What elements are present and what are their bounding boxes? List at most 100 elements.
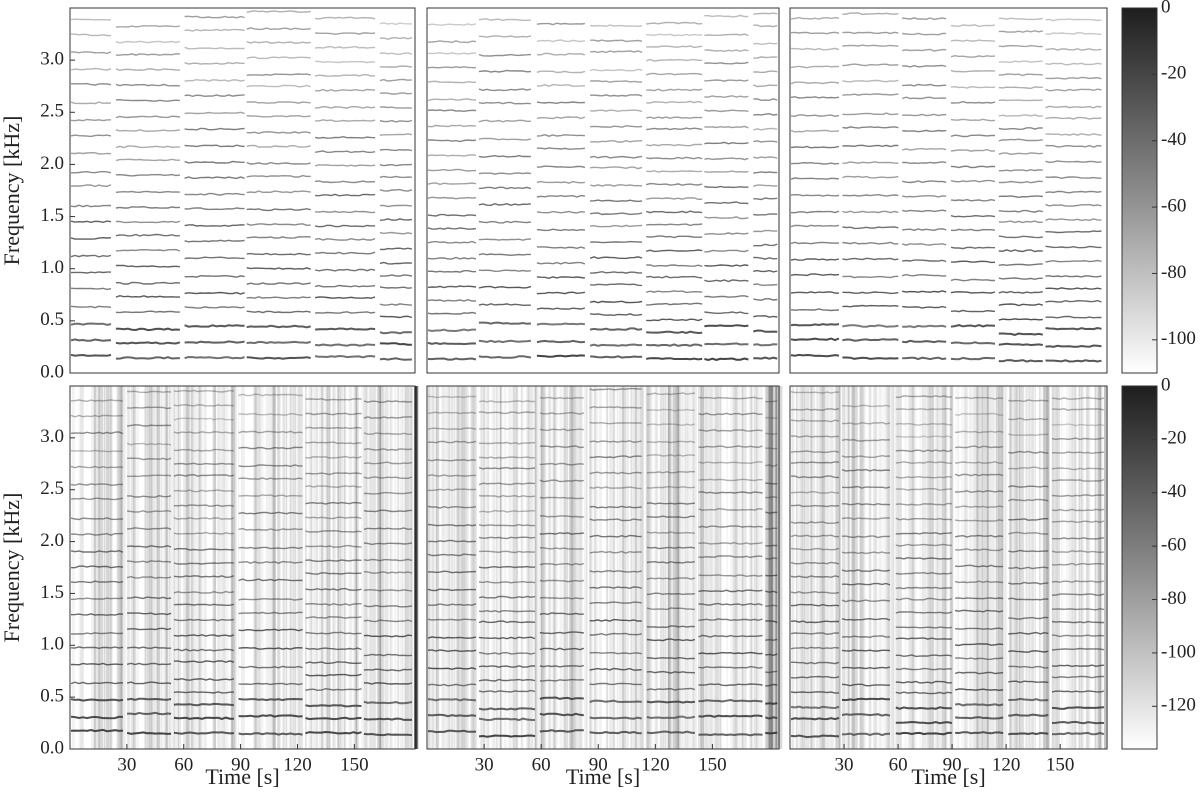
harmonic-trace bbox=[790, 161, 840, 165]
noise-band bbox=[447, 386, 450, 749]
harmonic-trace bbox=[363, 700, 413, 705]
harmonic-trace bbox=[427, 649, 477, 653]
harmonic-trace bbox=[70, 549, 124, 553]
harmonic-trace bbox=[590, 94, 643, 97]
harmonic-trace bbox=[539, 532, 584, 535]
harmonic-trace bbox=[790, 391, 840, 394]
harmonic-trace bbox=[704, 216, 749, 220]
harmonic-trace bbox=[478, 636, 536, 640]
noise-band bbox=[130, 386, 134, 749]
harmonic-trace bbox=[184, 224, 245, 227]
harmonic-trace bbox=[902, 209, 947, 213]
noise-band bbox=[1080, 386, 1084, 749]
harmonic-trace bbox=[704, 201, 749, 205]
harmonic-trace bbox=[1008, 680, 1049, 684]
harmonic-trace bbox=[1045, 176, 1102, 180]
noise-band bbox=[434, 386, 438, 749]
noise-band bbox=[734, 386, 738, 749]
noise-band bbox=[895, 386, 897, 749]
noise-band bbox=[311, 386, 315, 749]
harmonic-trace bbox=[315, 16, 376, 20]
harmonic-trace bbox=[753, 42, 778, 46]
harmonic-trace bbox=[478, 101, 531, 105]
harmonic-trace bbox=[427, 196, 477, 200]
noise-band bbox=[413, 386, 418, 749]
harmonic-trace bbox=[379, 106, 412, 109]
y-tick-label: 0.0 bbox=[40, 737, 64, 758]
noise-band bbox=[397, 386, 400, 749]
harmonic-trace bbox=[765, 731, 778, 735]
harmonic-trace bbox=[478, 717, 536, 722]
harmonic-trace bbox=[363, 461, 413, 465]
noise-band bbox=[930, 386, 935, 749]
harmonic-trace bbox=[127, 627, 172, 631]
y-tick-label: 0.0 bbox=[40, 361, 64, 382]
noise-band bbox=[368, 386, 373, 749]
harmonic-trace bbox=[842, 79, 899, 83]
harmonic-trace bbox=[238, 494, 303, 498]
harmonic-trace bbox=[246, 161, 311, 165]
harmonic-trace bbox=[173, 489, 235, 493]
noise-band bbox=[667, 386, 672, 749]
harmonic-trace bbox=[698, 396, 763, 400]
harmonic-trace bbox=[173, 648, 235, 652]
harmonic-trace bbox=[1008, 566, 1049, 570]
noise-band bbox=[397, 386, 399, 749]
colorbar-tick-label: -60 bbox=[1161, 195, 1186, 216]
noise-band bbox=[268, 386, 270, 749]
harmonic-trace bbox=[589, 651, 642, 655]
harmonic-trace bbox=[246, 190, 311, 194]
noise-band bbox=[1018, 386, 1022, 749]
harmonic-trace bbox=[704, 33, 749, 37]
noise-band bbox=[117, 386, 122, 749]
noise-band bbox=[1003, 386, 1006, 749]
x-tick-label: 30 bbox=[117, 754, 136, 775]
noise-band bbox=[634, 386, 638, 749]
harmonic-trace bbox=[173, 575, 235, 579]
harmonic-trace bbox=[753, 356, 778, 360]
noise-band bbox=[1104, 386, 1108, 749]
harmonic-trace bbox=[70, 67, 112, 71]
harmonic-trace bbox=[70, 51, 112, 55]
harmonic-trace bbox=[427, 80, 477, 84]
harmonic-trace bbox=[842, 241, 899, 245]
harmonic-trace bbox=[1008, 518, 1049, 521]
harmonic-trace bbox=[127, 509, 172, 513]
harmonic-trace bbox=[765, 447, 778, 450]
harmonic-trace bbox=[427, 440, 477, 444]
harmonic-trace bbox=[646, 72, 703, 76]
harmonic-trace bbox=[842, 126, 899, 129]
noise-band bbox=[404, 386, 407, 749]
harmonic-trace bbox=[379, 357, 412, 361]
harmonic-trace bbox=[246, 223, 311, 227]
harmonic-trace bbox=[950, 85, 996, 89]
harmonic-trace bbox=[698, 445, 763, 449]
harmonic-trace bbox=[314, 135, 376, 139]
noise-band bbox=[133, 386, 136, 749]
harmonic-trace bbox=[478, 494, 536, 498]
harmonic-trace bbox=[305, 631, 362, 635]
harmonic-trace bbox=[998, 277, 1043, 281]
harmonic-trace bbox=[173, 404, 234, 407]
harmonic-trace bbox=[950, 228, 996, 232]
harmonic-trace bbox=[315, 105, 376, 109]
harmonic-trace bbox=[646, 470, 695, 474]
noise-band bbox=[745, 386, 747, 749]
harmonic-trace bbox=[954, 688, 1004, 692]
harmonic-trace bbox=[765, 574, 778, 577]
noise-band bbox=[564, 386, 567, 749]
noise-band bbox=[253, 386, 258, 749]
harmonic-trace bbox=[427, 427, 477, 431]
harmonic-trace bbox=[841, 635, 891, 639]
noise-band bbox=[771, 386, 773, 749]
noise-band bbox=[414, 386, 419, 749]
harmonic-trace bbox=[70, 662, 124, 666]
noise-band bbox=[279, 386, 280, 749]
harmonic-trace bbox=[363, 634, 412, 638]
harmonic-trace bbox=[173, 634, 235, 637]
harmonic-trace bbox=[895, 691, 952, 695]
noise-band bbox=[282, 386, 285, 749]
noise-band bbox=[534, 386, 536, 749]
harmonic-trace bbox=[589, 534, 642, 538]
noise-band bbox=[177, 386, 181, 749]
